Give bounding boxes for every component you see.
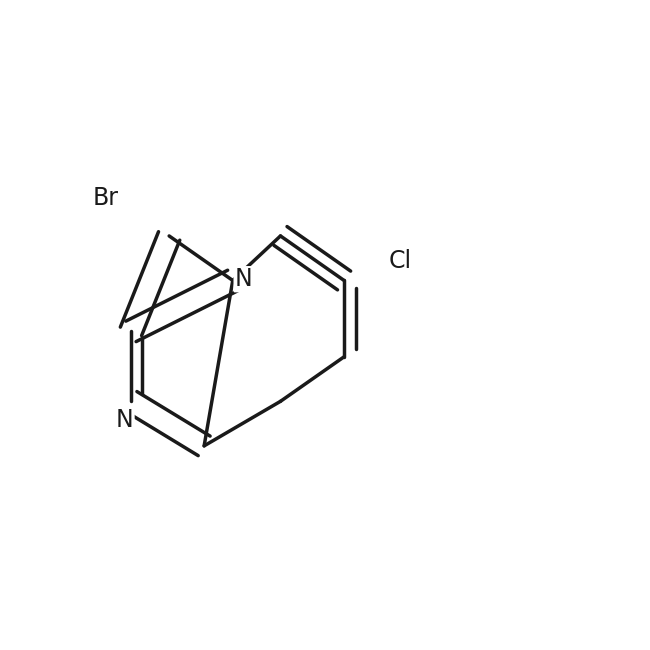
Text: Br: Br (92, 186, 118, 210)
Text: N: N (116, 408, 133, 432)
Text: N: N (235, 267, 252, 291)
Text: Cl: Cl (389, 250, 411, 274)
